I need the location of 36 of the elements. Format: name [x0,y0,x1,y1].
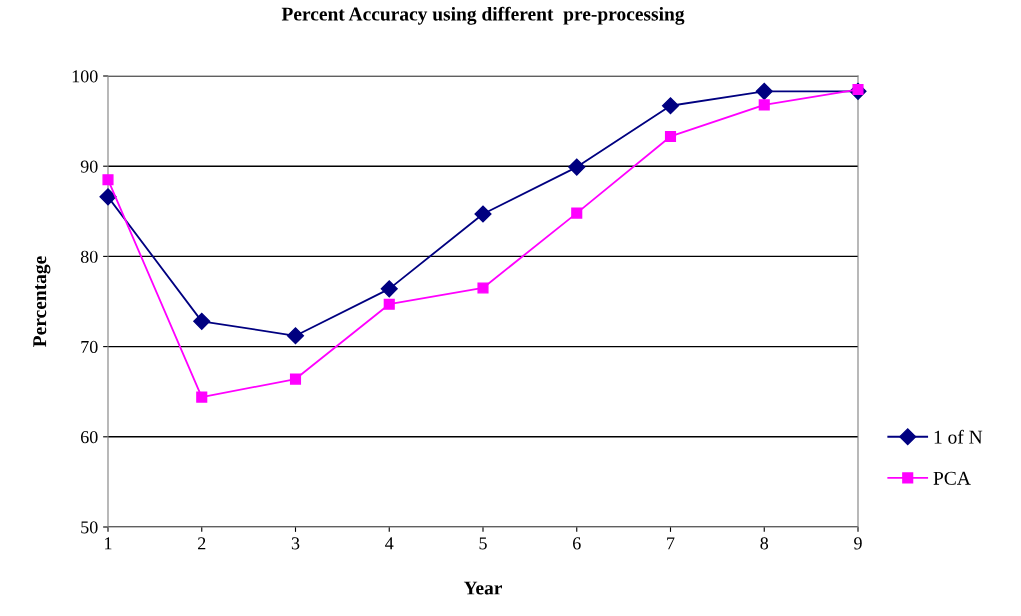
x-tick-label: 3 [291,537,300,550]
legend-label: 1 of N [934,429,983,444]
x-tick-label: 1 [105,537,112,550]
point [196,391,208,403]
point [383,298,395,310]
point [477,282,489,294]
y-tick-label: 90 [80,160,98,173]
x-tick-label: 5 [479,537,487,550]
x-tick-label: 6 [573,537,581,550]
point [664,130,677,142]
point [755,82,773,100]
point [289,373,302,385]
y-tick-label: 70 [81,340,98,354]
y-tick-label: 60 [81,431,98,444]
point [571,207,583,219]
point [380,280,398,298]
x-tick-label: 4 [385,537,394,550]
x-axis-title: Year [463,581,503,595]
point [286,327,305,345]
chart-title: Percent Accuracy using different pre-processing [281,6,685,25]
y-tick-label: 50 [81,521,98,534]
y-tick-label: 100 [72,70,98,83]
point [193,312,211,330]
legend-label: PCA [933,471,971,485]
point [102,174,114,186]
point [474,205,492,223]
x-tick-label: 2 [198,537,206,550]
x-tick-label: 8 [760,537,769,550]
point [758,99,770,111]
point [568,158,586,176]
y-axis-title: Percentage [33,256,51,347]
point [661,97,680,115]
x-tick-label: 9 [854,537,862,550]
x-tick-label: 7 [667,537,675,550]
point [99,188,117,206]
y-tick-label: 80 [80,250,98,263]
